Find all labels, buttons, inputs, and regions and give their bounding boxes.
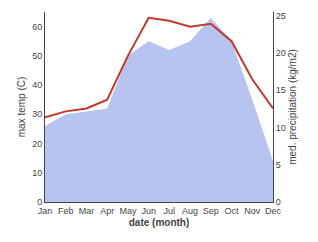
- svg-text:Nov: Nov: [244, 206, 261, 216]
- svg-text:Apr: Apr: [100, 206, 114, 216]
- svg-text:Jun: Jun: [141, 206, 156, 216]
- svg-text:date (month): date (month): [129, 217, 190, 228]
- svg-text:med. precipitation (kg/m2): med. precipitation (kg/m2): [287, 49, 298, 165]
- svg-text:60: 60: [32, 22, 42, 32]
- svg-text:20: 20: [32, 139, 42, 149]
- svg-text:20: 20: [276, 48, 286, 58]
- svg-text:10: 10: [32, 168, 42, 178]
- svg-text:Jan: Jan: [38, 206, 53, 216]
- svg-text:max temp (C): max temp (C): [16, 77, 27, 138]
- svg-text:50: 50: [32, 51, 42, 61]
- svg-text:40: 40: [32, 80, 42, 90]
- svg-text:0: 0: [37, 197, 42, 207]
- svg-text:Jul: Jul: [164, 206, 176, 216]
- svg-text:Dec: Dec: [265, 206, 282, 216]
- svg-text:5: 5: [276, 160, 281, 170]
- svg-text:May: May: [119, 206, 137, 216]
- svg-text:Oct: Oct: [225, 206, 240, 216]
- svg-text:10: 10: [276, 123, 286, 133]
- svg-text:25: 25: [276, 11, 286, 21]
- svg-text:Mar: Mar: [79, 206, 95, 216]
- svg-text:Feb: Feb: [58, 206, 74, 216]
- svg-text:Aug: Aug: [182, 206, 198, 216]
- svg-text:15: 15: [276, 85, 286, 95]
- svg-text:Sep: Sep: [203, 206, 219, 216]
- svg-text:0: 0: [276, 197, 281, 207]
- svg-text:30: 30: [32, 109, 42, 119]
